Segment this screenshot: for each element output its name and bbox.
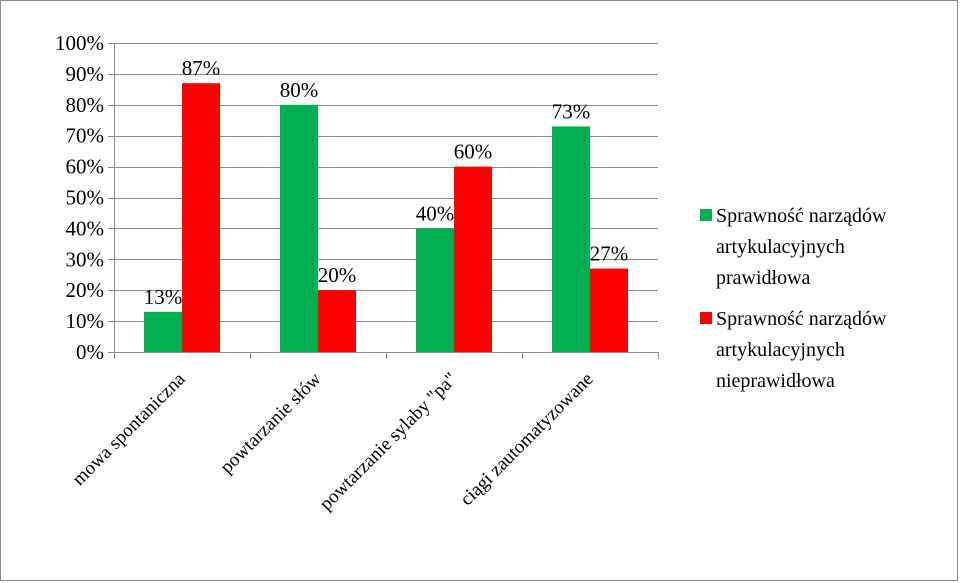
legend: Sprawność narządów artykulacyjnych prawidł… (700, 205, 887, 392)
y-tick-label: 100% (55, 31, 104, 55)
bar (318, 290, 356, 352)
legend-swatch (700, 209, 712, 221)
bar (144, 311, 182, 352)
data-label: 87% (182, 56, 221, 80)
data-label: 40% (416, 201, 455, 225)
legend-label: Sprawność narządów (716, 205, 887, 227)
legend-label: Sprawność narządów (716, 308, 887, 330)
y-tick-label: 80% (66, 93, 105, 117)
y-tick-label: 60% (66, 155, 105, 179)
bars (144, 83, 628, 353)
y-tick-label: 20% (66, 278, 105, 302)
y-tick-label: 10% (66, 309, 105, 333)
y-tick-label: 40% (66, 216, 105, 240)
bar (552, 126, 590, 353)
data-label: 60% (454, 140, 493, 164)
category-labels: mowa spontaniczna powtarzanie słówpowtarz… (68, 368, 597, 514)
data-label: 13% (144, 285, 183, 309)
legend-swatch (700, 312, 712, 324)
category-label: powtarzanie sylaby "pa" (316, 369, 462, 515)
y-tick-label: 50% (66, 186, 105, 210)
category-label: ciągi zautomatyzowane (456, 369, 597, 510)
legend-label: artykulacyjnych (716, 236, 845, 258)
axes (108, 43, 659, 359)
legend-label: nieprawidłowa (716, 370, 835, 392)
y-tick-label: 70% (66, 124, 105, 148)
y-tick-label: 90% (66, 62, 105, 86)
y-tick-label: 30% (66, 247, 105, 271)
bar (454, 166, 492, 352)
category-label: mowa spontaniczna (68, 368, 190, 490)
bar (182, 83, 220, 353)
bar (280, 104, 318, 352)
data-label: 27% (590, 242, 629, 266)
y-tick-label: 0% (76, 340, 104, 364)
y-tick-labels: 0% 10% 20% 30% 40% 50% 60% 70% 80% 90% 100% (55, 31, 104, 364)
data-labels: 13% 87% 80% 20% 40% 60% 73% 27% (144, 56, 629, 309)
category-label: powtarzanie słów (216, 368, 325, 477)
bar (590, 268, 628, 352)
legend-label: artykulacyjnych (716, 339, 845, 361)
data-label: 73% (552, 99, 591, 123)
data-label: 80% (280, 78, 319, 102)
bar (416, 228, 454, 352)
legend-label: prawidłowa (716, 267, 811, 289)
data-label: 20% (318, 263, 357, 287)
